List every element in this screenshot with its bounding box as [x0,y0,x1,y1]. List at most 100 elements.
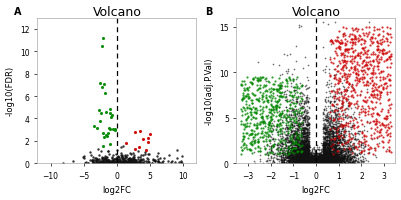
Point [241,134,247,137]
Point [259,98,265,101]
Point [344,139,351,142]
Point [296,151,302,154]
Point [321,151,327,154]
Point [314,161,321,164]
Point [325,160,331,163]
Point [309,155,316,159]
Point [310,160,316,164]
Point [316,160,322,163]
Point [337,151,344,154]
Point [310,159,316,162]
Point [338,134,344,137]
Point [172,160,178,163]
Point [337,156,344,159]
Point [332,155,339,158]
Point [279,150,286,153]
Point [295,136,301,139]
Point [334,157,340,160]
Point [279,144,286,148]
Point [325,132,331,135]
Point [324,161,331,164]
Point [314,156,321,159]
Point [296,161,302,164]
Point [314,161,320,164]
Point [333,142,339,145]
Point [292,113,298,116]
Point [300,138,307,141]
Point [270,156,277,159]
Point [336,47,342,50]
Point [337,120,344,123]
Point [318,161,324,164]
Point [307,160,313,164]
Point [288,161,294,165]
Point [280,149,287,152]
Point [327,161,334,164]
Point [317,161,323,164]
Point [325,162,332,165]
Point [366,151,372,154]
Point [328,156,334,159]
Point [336,134,342,138]
Point [336,138,342,141]
Point [318,154,324,157]
Point [306,161,313,164]
Point [330,132,336,135]
Point [346,153,353,157]
Point [338,151,344,154]
Point [310,160,316,163]
Point [319,160,325,163]
Point [312,161,318,165]
Point [308,157,314,160]
Point [105,159,111,162]
Point [355,73,361,76]
Point [331,160,337,163]
Point [327,145,333,148]
Point [269,76,275,79]
Point [305,150,311,154]
Point [347,151,353,154]
Point [387,114,393,117]
Point [304,148,310,151]
Point [312,154,318,157]
Point [321,160,328,163]
Point [101,161,107,164]
Point [298,140,304,143]
Point [324,135,330,138]
Point [332,149,338,152]
Point [303,152,310,155]
Point [311,160,318,163]
Point [302,135,308,139]
Point [261,120,267,123]
Point [244,131,250,135]
Point [276,92,283,96]
Point [306,123,312,126]
Point [312,162,318,165]
Point [336,125,342,128]
Point [312,160,318,163]
Point [353,76,359,79]
Point [341,144,348,147]
Point [336,153,342,156]
Point [336,31,342,34]
Point [293,154,300,157]
Point [305,145,312,149]
Point [294,150,301,154]
Point [276,95,283,98]
Point [330,156,336,159]
Point [310,161,317,165]
Point [300,150,307,153]
Point [287,127,293,131]
Point [292,147,298,151]
Point [328,158,334,161]
Point [346,115,352,118]
Point [280,156,286,159]
Point [387,55,393,58]
Point [316,160,322,163]
Point [341,159,347,163]
Point [311,161,317,165]
Point [313,153,320,156]
Point [249,102,255,105]
Point [286,76,292,79]
Point [331,154,337,157]
